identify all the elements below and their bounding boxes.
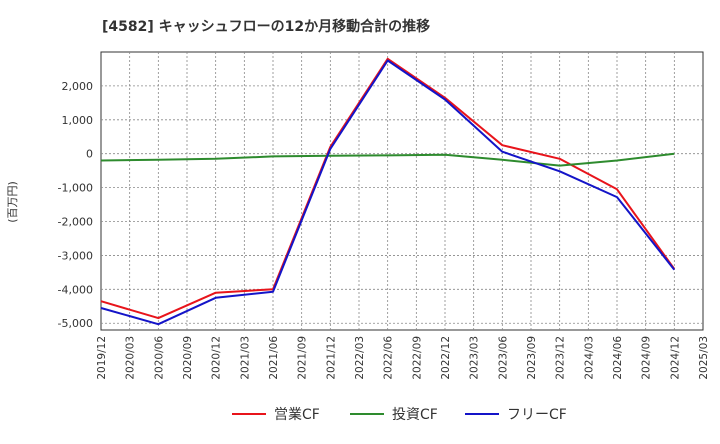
x-tick-label: 2021/12 (325, 336, 337, 380)
x-tick-label: 2024/03 (583, 336, 595, 380)
legend: 営業CF 投資CF フリーCF (232, 407, 567, 423)
y-axis-label: (百万円) (6, 181, 19, 223)
x-axis-ticks: 2019/12 2020/03 2020/06 2020/09 2020/12 2021/… (96, 336, 710, 380)
x-tick-label: 2020/09 (182, 336, 194, 380)
x-tick-label: 2023/06 (497, 336, 509, 380)
x-tick-label: 2022/03 (354, 336, 366, 380)
x-tick-label: 2021/03 (239, 336, 251, 380)
series-line-free-cf (100, 59, 676, 326)
y-tick-label: 0 (86, 148, 93, 161)
y-tick-label: -1,000 (58, 182, 93, 195)
series-line-investing-cf (100, 152, 675, 167)
y-tick-label: -3,000 (58, 249, 93, 262)
x-tick-label: 2023/09 (526, 336, 538, 380)
grid (101, 52, 703, 330)
y-axis-ticks: -5,000 -4,000 -3,000 -2,000 -1,000 0 1,000 2,00… (58, 80, 93, 330)
x-tick-label: 2022/09 (411, 336, 423, 380)
legend-label: 投資CF (392, 407, 438, 423)
x-tick-label: 2019/12 (96, 336, 108, 380)
x-tick-label: 2024/12 (669, 336, 681, 380)
y-tick-label: 2,000 (62, 80, 94, 93)
x-tick-label: 2023/03 (469, 336, 481, 380)
y-tick-label: 1,000 (62, 114, 94, 127)
x-tick-label: 2022/12 (440, 336, 452, 380)
y-tick-label: -2,000 (58, 216, 93, 229)
x-tick-label: 2020/03 (125, 336, 137, 380)
plot-frame (100, 51, 704, 331)
legend-label: フリーCF (507, 407, 567, 423)
x-tick-label: 2024/06 (612, 336, 624, 380)
x-tick-label: 2022/06 (383, 336, 395, 380)
x-tick-label: 2020/06 (153, 336, 165, 380)
x-tick-label: 2023/12 (555, 336, 567, 380)
x-tick-label: 2021/06 (268, 336, 280, 380)
series-line-operating-cf (100, 57, 676, 320)
legend-label: 営業CF (274, 407, 320, 423)
x-tick-label: 2024/09 (641, 336, 653, 380)
x-tick-label: 2021/09 (297, 336, 309, 380)
x-tick-label: 2020/12 (211, 336, 223, 380)
series-lines (100, 57, 676, 326)
y-tick-label: -4,000 (58, 283, 93, 296)
y-tick-label: -5,000 (58, 317, 93, 330)
x-tick-label: 2025/03 (698, 336, 710, 380)
chart-title: [4582] キャッシュフローの12か月移動合計の推移 (102, 18, 430, 35)
